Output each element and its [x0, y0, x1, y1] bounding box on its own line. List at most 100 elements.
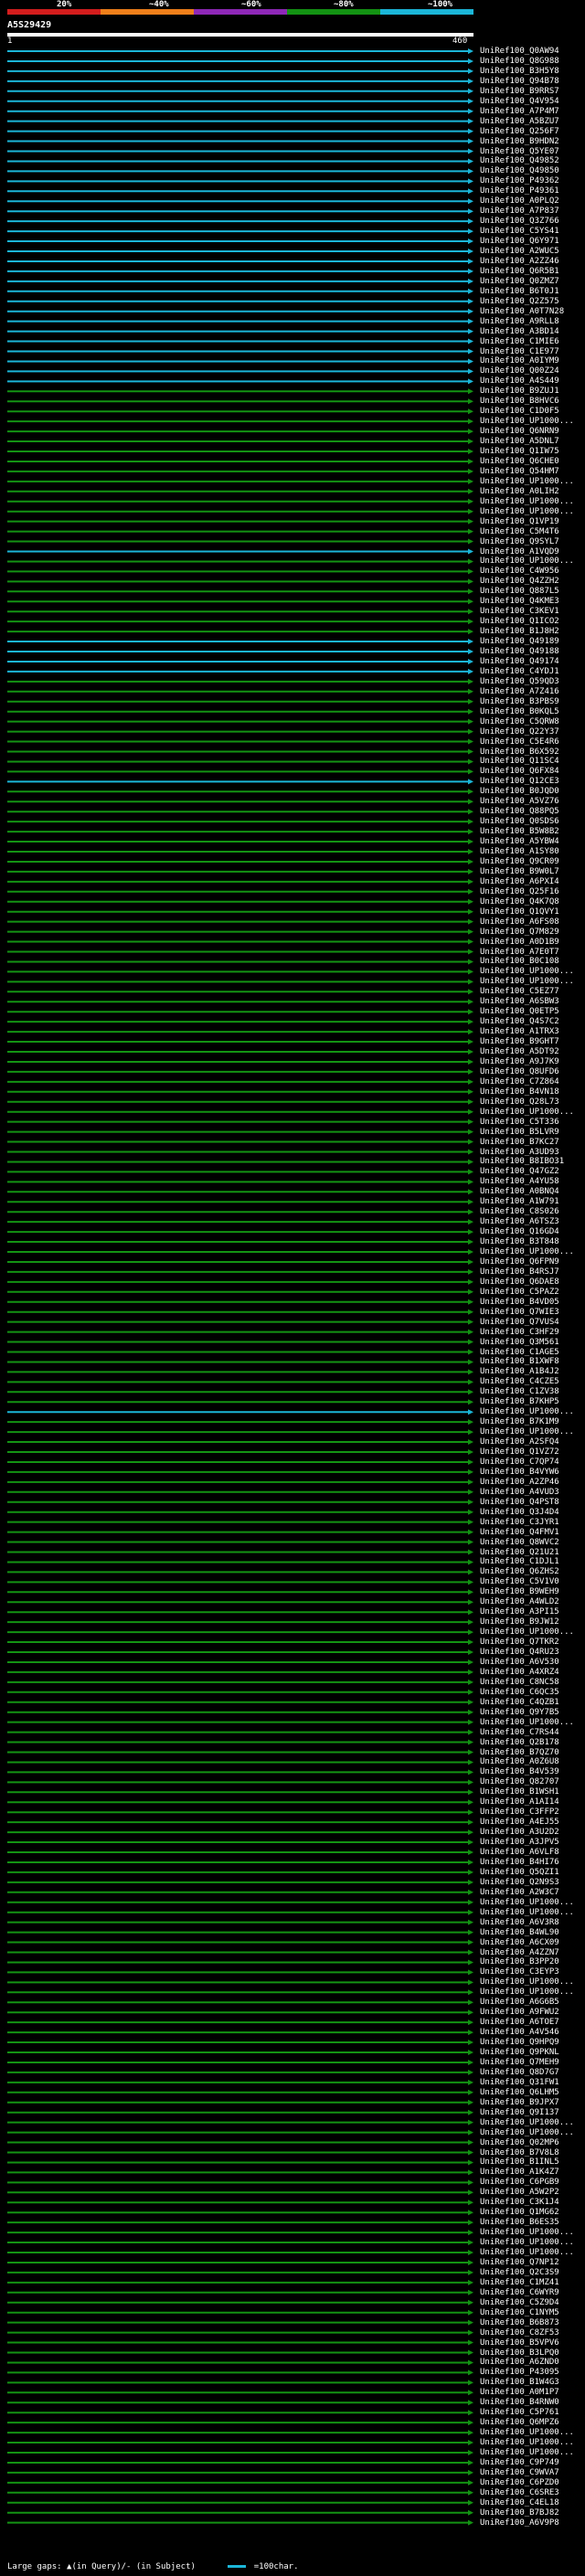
hit-label-link[interactable]: UniRef100_P49361	[480, 186, 559, 196]
hit-label-link[interactable]: UniRef100_Q6ZHS2	[480, 1567, 559, 1577]
hit-label-link[interactable]: UniRef100_Q7VUS4	[480, 1317, 559, 1327]
hit-label-link[interactable]: UniRef100_Q1VZ72	[480, 1447, 559, 1457]
hit-label-link[interactable]: UniRef100_Q8G988	[480, 56, 559, 66]
hit-label-link[interactable]: UniRef100_P49362	[480, 176, 559, 186]
hit-label-link[interactable]: UniRef100_Q6CHE0	[480, 456, 559, 466]
hit-label-link[interactable]: UniRef100_C3FFP2	[480, 1807, 559, 1818]
hit-label-link[interactable]: UniRef100_C5M4T6	[480, 526, 559, 536]
hit-label-link[interactable]: UniRef100_Q7WIE3	[480, 1307, 559, 1317]
hit-label-link[interactable]: UniRef100_C9P749	[480, 2457, 559, 2467]
hit-label-link[interactable]: UniRef100_A6PXI4	[480, 876, 559, 886]
hit-label-link[interactable]: UniRef100_B1INL5	[480, 2157, 559, 2168]
hit-label-link[interactable]: UniRef100_A5W2P2	[480, 2188, 559, 2198]
hit-label-link[interactable]: UniRef100_C1NYM5	[480, 2307, 559, 2317]
hit-label-link[interactable]: UniRef100_Q0AW94	[480, 47, 559, 56]
hit-label-link[interactable]: UniRef100_UP1000...	[480, 2238, 574, 2248]
hit-label-link[interactable]: UniRef100_UP1000...	[480, 2228, 574, 2238]
hit-label-link[interactable]: UniRef100_C3K1J4	[480, 2198, 559, 2208]
hit-label-link[interactable]: UniRef100_A1B4J2	[480, 1367, 559, 1377]
hit-label-link[interactable]: UniRef100_Q9HPQ9	[480, 2038, 559, 2048]
hit-label-link[interactable]: UniRef100_B3PBS9	[480, 696, 559, 706]
hit-label-link[interactable]: UniRef100_B7K1M9	[480, 1417, 559, 1427]
hit-label-link[interactable]: UniRef100_Q82707	[480, 1777, 559, 1787]
hit-label-link[interactable]: UniRef100_A6VLF8	[480, 1848, 559, 1857]
hit-label-link[interactable]: UniRef100_B4VYW6	[480, 1467, 559, 1477]
hit-label-link[interactable]: UniRef100_Q1IW75	[480, 447, 559, 456]
hit-label-link[interactable]: UniRef100_A6V9P8	[480, 2518, 559, 2528]
hit-label-link[interactable]: UniRef100_Q1ICO2	[480, 617, 559, 627]
hit-label-link[interactable]: UniRef100_A5VZ76	[480, 797, 559, 807]
hit-label-link[interactable]: UniRef100_Q6MPZ6	[480, 2418, 559, 2428]
hit-label-link[interactable]: UniRef100_Q8WVC2	[480, 1537, 559, 1547]
hit-label-link[interactable]: UniRef100_A9RLL8	[480, 316, 559, 326]
hit-label-link[interactable]: UniRef100_C9WVA7	[480, 2467, 559, 2477]
hit-label-link[interactable]: UniRef100_C1MIE6	[480, 336, 559, 346]
hit-label-link[interactable]: UniRef100_Q4ZZH2	[480, 577, 559, 587]
hit-label-link[interactable]: UniRef100_Q3M561	[480, 1337, 559, 1347]
hit-label-link[interactable]: UniRef100_Q02MP6	[480, 2137, 559, 2147]
hit-label-link[interactable]: UniRef100_C4QZB1	[480, 1697, 559, 1707]
hit-label-link[interactable]: UniRef100_B8IBO31	[480, 1157, 565, 1167]
hit-label-link[interactable]: UniRef100_B4VN18	[480, 1087, 559, 1097]
hit-label-link[interactable]: UniRef100_UP1000...	[480, 1247, 574, 1256]
hit-label-link[interactable]: UniRef100_Q0SDS6	[480, 817, 559, 827]
hit-label-link[interactable]: UniRef100_C6QC35	[480, 1687, 559, 1697]
hit-label-link[interactable]: UniRef100_B6X592	[480, 747, 559, 757]
hit-label-link[interactable]: UniRef100_B9JW12	[480, 1617, 559, 1627]
hit-label-link[interactable]: UniRef100_UP1000...	[480, 2428, 574, 2438]
hit-label-link[interactable]: UniRef100_UP1000...	[480, 967, 574, 977]
hit-label-link[interactable]: UniRef100_C4CZE5	[480, 1377, 559, 1387]
hit-label-link[interactable]: UniRef100_Q49188	[480, 647, 559, 656]
hit-label-link[interactable]: UniRef100_B1XWF8	[480, 1357, 559, 1367]
hit-label-link[interactable]: UniRef100_B4RSJ7	[480, 1267, 559, 1277]
hit-label-link[interactable]: UniRef100_B7BJ82	[480, 2507, 559, 2518]
hit-label-link[interactable]: UniRef100_A9FWU2	[480, 2008, 559, 2018]
hit-label-link[interactable]: UniRef100_C8NC58	[480, 1677, 559, 1687]
hit-label-link[interactable]: UniRef100_Q59QD3	[480, 676, 559, 686]
hit-label-link[interactable]: UniRef100_Q3Z766	[480, 217, 559, 227]
hit-label-link[interactable]: UniRef100_Q4S7C2	[480, 1017, 559, 1027]
hit-label-link[interactable]: UniRef100_B9W0L7	[480, 866, 559, 876]
hit-label-link[interactable]: UniRef100_B1W4G3	[480, 2378, 559, 2388]
hit-label-link[interactable]: UniRef100_A5BZU7	[480, 116, 559, 126]
hit-label-link[interactable]: UniRef100_B4HI76	[480, 1857, 559, 1867]
hit-label-link[interactable]: UniRef100_C7RS44	[480, 1727, 559, 1737]
hit-label-link[interactable]: UniRef100_Q9I137	[480, 2107, 559, 2117]
hit-label-link[interactable]: UniRef100_Q6LHM5	[480, 2087, 559, 2097]
hit-label-link[interactable]: UniRef100_A5DNL7	[480, 437, 559, 447]
hit-label-link[interactable]: UniRef100_A1W791	[480, 1197, 559, 1207]
hit-label-link[interactable]: UniRef100_Q887L5	[480, 587, 559, 597]
hit-label-link[interactable]: UniRef100_B4V539	[480, 1767, 559, 1777]
hit-label-link[interactable]: UniRef100_UP1000...	[480, 977, 574, 987]
hit-label-link[interactable]: UniRef100_UP1000...	[480, 1907, 574, 1917]
hit-label-link[interactable]: UniRef100_Q6R5B1	[480, 266, 559, 276]
hit-label-link[interactable]: UniRef100_UP1000...	[480, 557, 574, 567]
hit-label-link[interactable]: UniRef100_A2W3C7	[480, 1887, 559, 1897]
hit-label-link[interactable]: UniRef100_Q47GZ2	[480, 1167, 559, 1177]
hit-label-link[interactable]: UniRef100_Q54HM7	[480, 466, 559, 476]
hit-label-link[interactable]: UniRef100_A3U2D2	[480, 1828, 559, 1838]
hit-label-link[interactable]: UniRef100_A4V546	[480, 2028, 559, 2038]
hit-label-link[interactable]: UniRef100_B9RRS7	[480, 86, 559, 96]
hit-label-link[interactable]: UniRef100_C3JYR1	[480, 1517, 559, 1527]
hit-label-link[interactable]: UniRef100_B9WEH9	[480, 1587, 559, 1597]
hit-label-link[interactable]: UniRef100_C1MZ41	[480, 2277, 559, 2287]
hit-label-link[interactable]: UniRef100_A6CX09	[480, 1937, 559, 1947]
hit-label-link[interactable]: UniRef100_A5YBW4	[480, 837, 559, 847]
hit-label-link[interactable]: UniRef100_B0KQL5	[480, 706, 559, 716]
hit-label-link[interactable]: UniRef100_B5LVR9	[480, 1127, 559, 1137]
hit-label-link[interactable]: UniRef100_Q9CR09	[480, 856, 559, 866]
hit-label-link[interactable]: UniRef100_Q2B178	[480, 1737, 559, 1747]
hit-label-link[interactable]: UniRef100_Q2Z575	[480, 296, 559, 306]
hit-label-link[interactable]: UniRef100_A6FS08	[480, 917, 559, 927]
hit-label-link[interactable]: UniRef100_C1AGE5	[480, 1347, 559, 1357]
hit-label-link[interactable]: UniRef100_Q9PKNL	[480, 2048, 559, 2057]
hit-label-link[interactable]: UniRef100_Q4V954	[480, 96, 559, 106]
hit-label-link[interactable]: UniRef100_Q9SYL7	[480, 536, 559, 546]
hit-label-link[interactable]: UniRef100_B3LPQ0	[480, 2348, 559, 2358]
hit-label-link[interactable]: UniRef100_Q5QZI1	[480, 1867, 559, 1877]
hit-label-link[interactable]: UniRef100_A0D1B9	[480, 937, 559, 947]
hit-label-link[interactable]: UniRef100_B5VPV6	[480, 2337, 559, 2348]
hit-label-link[interactable]: UniRef100_C5E4R6	[480, 737, 559, 747]
hit-label-link[interactable]: UniRef100_Q9Y7B5	[480, 1707, 559, 1717]
